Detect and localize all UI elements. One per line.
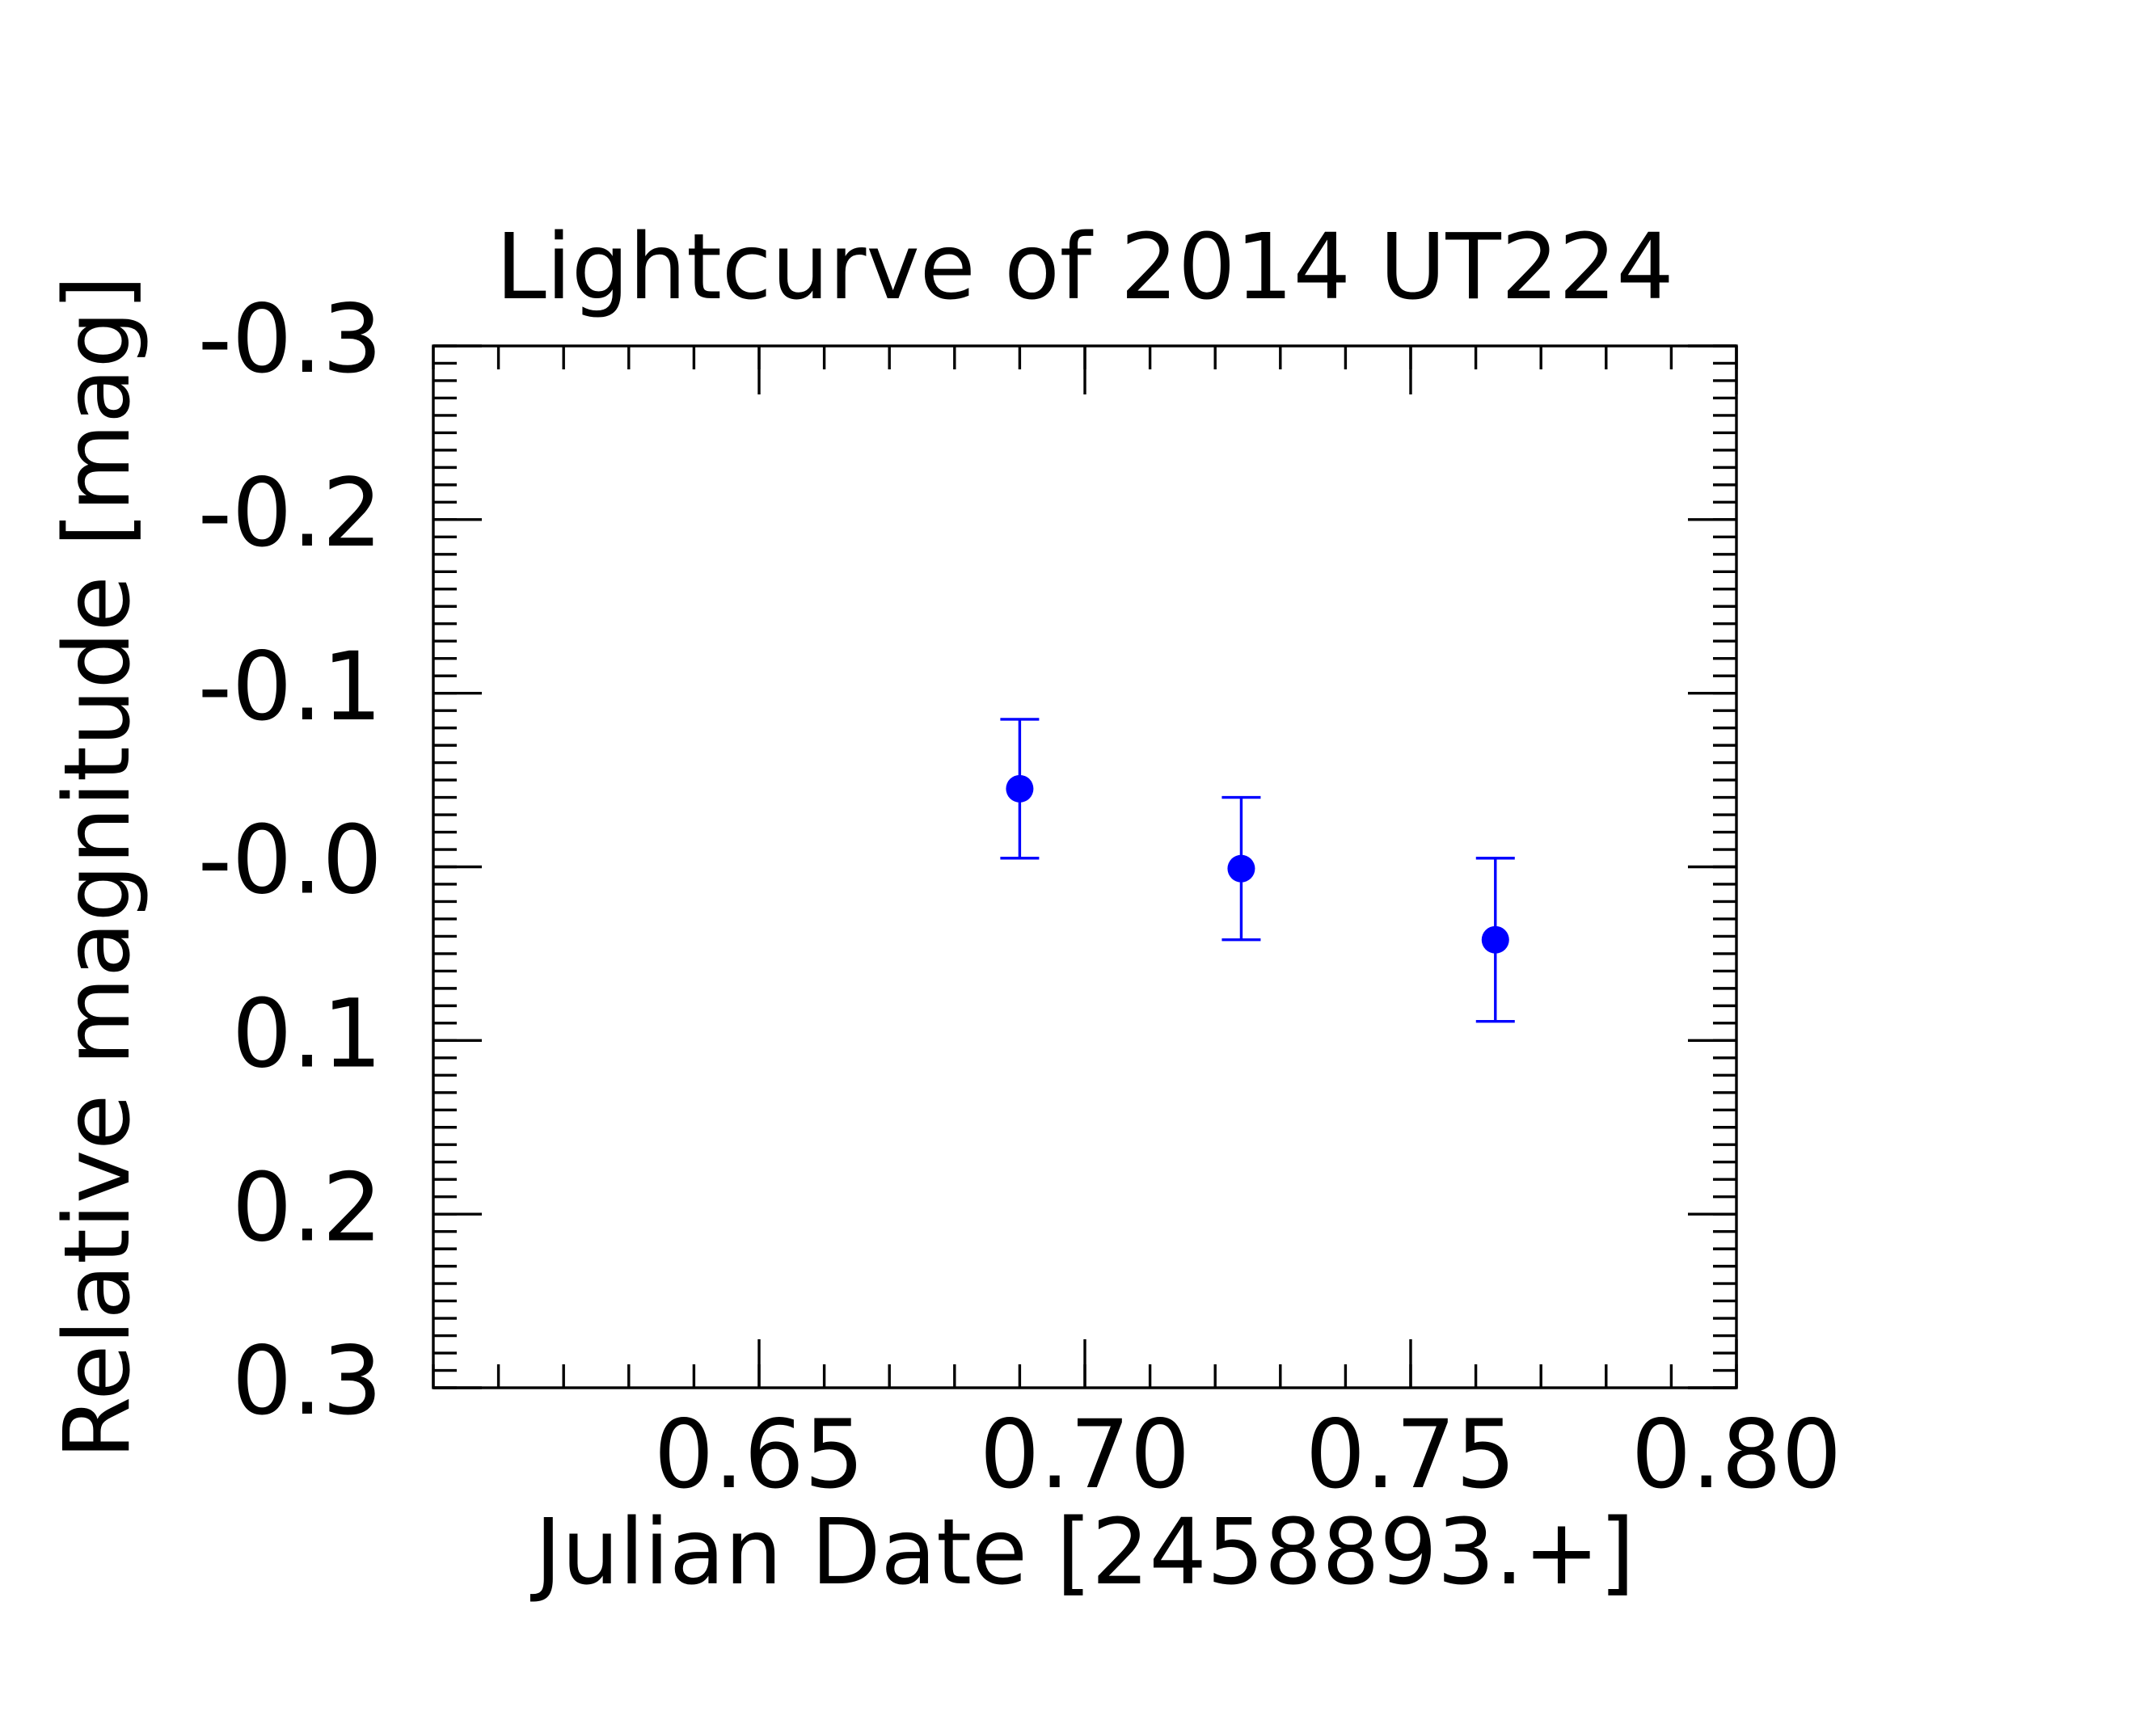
- y-tick-label: -0.0: [198, 805, 382, 916]
- data-point: [1481, 925, 1509, 954]
- x-axis-title: Julian Date [2458893.+]: [530, 1500, 1635, 1605]
- chart-title: Lightcurve of 2014 UT224: [496, 215, 1673, 320]
- y-tick-label: 0.2: [232, 1152, 382, 1262]
- x-tick-label: 0.65: [654, 1399, 865, 1510]
- y-tick-label: -0.3: [198, 284, 382, 394]
- y-tick-label: -0.1: [198, 631, 382, 742]
- x-tick-label: 0.75: [1306, 1399, 1517, 1510]
- x-tick-label: 0.70: [980, 1399, 1191, 1510]
- y-tick-label: 0.3: [232, 1326, 382, 1436]
- y-tick-label: -0.2: [198, 457, 382, 568]
- data-point: [1006, 774, 1034, 803]
- x-tick-label: 0.80: [1631, 1399, 1842, 1510]
- y-axis-title: Relative magnitude [mag]: [45, 276, 150, 1460]
- data-point: [1227, 854, 1255, 883]
- y-tick-label: 0.1: [232, 979, 382, 1090]
